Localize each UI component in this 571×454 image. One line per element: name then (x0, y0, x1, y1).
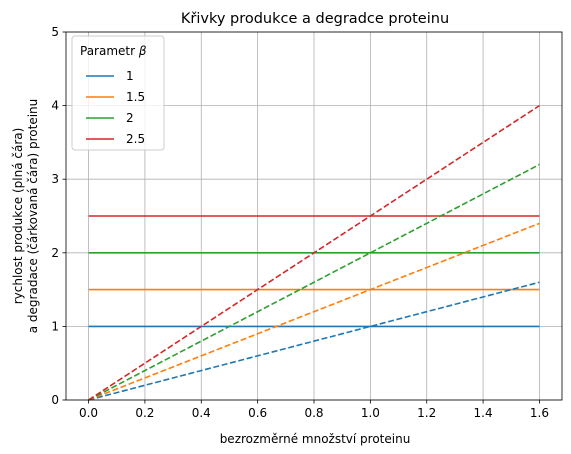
series-lines (88, 104, 540, 401)
legend-label-2.5: 2.5 (126, 132, 145, 146)
degradation-line-beta-2 (88, 163, 540, 401)
x-axis-label: bezrozměrné množství proteinu (220, 432, 411, 446)
y-tick-label: 5 (51, 25, 59, 39)
x-tick-label: 1.2 (417, 406, 436, 420)
y-tick-label: 3 (51, 172, 59, 186)
degradation-line-beta-2.5 (88, 104, 540, 401)
x-tick-label: 1.4 (474, 406, 493, 420)
chart-title: Křivky produkce a degradce proteinu (181, 11, 449, 27)
legend-label-1: 1 (126, 69, 134, 83)
degradation-line-beta-1.5 (88, 222, 540, 401)
legend-label-1.5: 1.5 (126, 90, 145, 104)
y-tick-label: 2 (51, 246, 59, 260)
x-tick-label: 0.0 (79, 406, 98, 420)
legend-title-text: Parametr (80, 44, 139, 58)
x-tick-label: 0.8 (304, 406, 323, 420)
legend-title: Parametr β (80, 44, 147, 58)
y-axis-ticks: 0 1 2 3 4 5 (51, 25, 66, 407)
legend-box (71, 35, 165, 151)
degradation-line-beta-1 (88, 281, 540, 401)
y-tick-label: 4 (51, 99, 59, 113)
legend-items: 1 1.5 2 2.5 (86, 69, 145, 146)
x-tick-label: 1.0 (361, 406, 380, 420)
y-tick-label: 0 (51, 393, 59, 407)
x-tick-label: 1.6 (530, 406, 549, 420)
y-tick-label: 1 (51, 319, 59, 333)
x-tick-label: 0.4 (192, 406, 211, 420)
legend-label-2: 2 (126, 111, 134, 125)
legend-title-beta: β (138, 44, 147, 58)
legend: Parametr β 1 1.5 2 2.5 (71, 35, 165, 151)
x-tick-label: 0.6 (248, 406, 267, 420)
y-axis-label-line1: rychlost produkce (plná čára) (11, 128, 25, 305)
y-axis-label-line2: a degradace (čárkovaná čára) proteinu (26, 99, 40, 334)
x-tick-label: 0.2 (135, 406, 154, 420)
x-axis-ticks: 0.0 0.2 0.4 0.6 0.8 1.0 1.2 1.4 1.6 (79, 400, 549, 420)
